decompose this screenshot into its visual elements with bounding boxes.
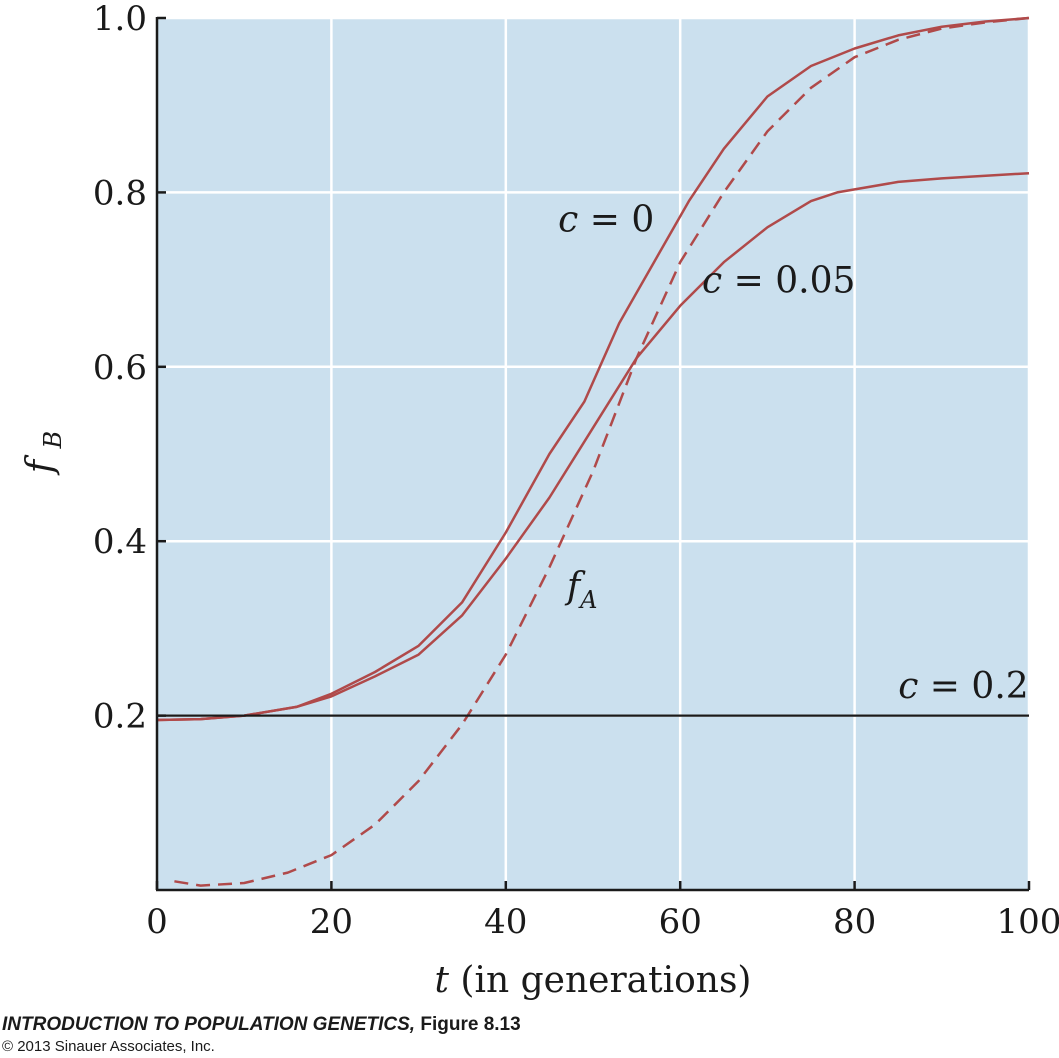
x-tick-label: 40 [484,902,527,942]
x-tick-label: 100 [997,902,1059,942]
x-tick-label: 80 [833,902,876,942]
series-line-c-0-05 [156,171,1030,722]
axes [155,16,1031,892]
plot-area-background [157,18,1029,890]
curve-label: c = 0.2 [898,666,1028,707]
y-tick-label: 0.4 [93,522,147,562]
x-axis-title: t (in generations) [435,960,752,1001]
book-title: INTRODUCTION TO POPULATION GENETICS, [2,1014,416,1035]
x-tick-label: 0 [146,902,168,942]
series-lines [156,16,1030,887]
copyright-notice: © 2013 Sinauer Associates, Inc. [2,1038,215,1055]
y-tick-label: 1.0 [93,0,147,39]
y-tick-label: 0.2 [93,697,147,737]
curve-label: c = 0 [558,200,654,241]
chart-figure: 0 20 40 60 80 100 0.2 0.4 0.6 0.8 1.0 t (in genera… [20,0,1059,1001]
x-tick-label: 60 [659,902,702,942]
y-tick-label: 0.6 [93,348,147,388]
tick-labels: 0 20 40 60 80 100 0.2 0.4 0.6 0.8 1.0 [93,0,1059,942]
y-tick-label: 0.8 [93,173,147,213]
figure-caption-title: INTRODUCTION TO POPULATION GENETICS, Fig… [2,1014,521,1036]
y-axis-title: f B [20,431,67,476]
figure-number: Figure 8.13 [420,1014,521,1035]
svg-text:f B: f B [20,431,67,476]
curve-label: c = 0.05 [702,261,855,302]
x-tick-label: 20 [310,902,353,942]
